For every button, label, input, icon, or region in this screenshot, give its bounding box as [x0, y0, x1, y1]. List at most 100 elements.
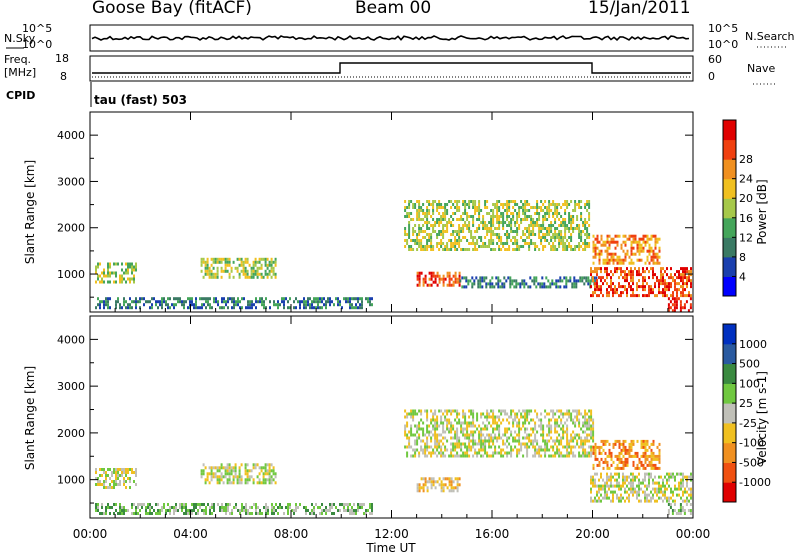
echo-cell [490, 236, 493, 239]
echo-cell [297, 300, 299, 304]
echo-cell [664, 490, 666, 494]
echo-cell [462, 427, 465, 431]
echo-cell [446, 248, 449, 251]
echo-cell [442, 224, 445, 227]
echo-cell [436, 436, 439, 440]
echo-cell [436, 221, 439, 224]
echo-cell [590, 424, 593, 428]
echo-cell [654, 294, 656, 298]
echo-cell [275, 303, 277, 307]
echo-cell [628, 237, 631, 241]
echo-cell [670, 282, 672, 286]
echo-cell [535, 285, 538, 289]
echo-cell [454, 239, 457, 242]
echo-cell [438, 445, 441, 449]
echo-cell [576, 415, 579, 419]
echo-cell [210, 478, 213, 482]
echo-cell [540, 427, 543, 431]
echo-cell [570, 439, 573, 443]
echo-cell [371, 509, 373, 512]
echo-cell [173, 303, 175, 307]
echo-cell [486, 415, 489, 419]
echo-cell [410, 212, 413, 215]
echo-cell [576, 227, 579, 230]
echo-cell [600, 457, 603, 461]
echo-cell [614, 472, 616, 476]
echo-cell [436, 439, 439, 443]
echo-cell [610, 270, 612, 274]
echo-cell [614, 270, 616, 274]
echo-cell [121, 512, 123, 515]
echo-cell [305, 506, 307, 509]
echo-cell [682, 267, 684, 271]
echo-cell [450, 233, 453, 236]
echo-cell [612, 445, 615, 449]
echo-cell [414, 439, 417, 443]
echo-cell [479, 282, 482, 286]
echo-cell [550, 445, 553, 449]
echo-cell [573, 279, 576, 283]
echo-cell [526, 433, 529, 437]
echo-cell [646, 439, 649, 443]
echo-cell [528, 242, 531, 245]
echo-cell [564, 242, 567, 245]
echo-cell [274, 257, 277, 261]
echo-cell [504, 242, 507, 245]
echo-cell [630, 270, 632, 274]
echo-cell [606, 475, 608, 479]
echo-cell [584, 454, 587, 458]
echo-cell [528, 209, 531, 212]
echo-cell [506, 427, 509, 431]
echo-cell [466, 203, 469, 206]
echo-cell [496, 233, 499, 236]
echo-cell [656, 499, 658, 503]
echo-cell [272, 266, 275, 270]
echo-cell [630, 246, 633, 250]
echo-cell [468, 230, 471, 233]
echo-cell [576, 218, 579, 221]
echo-cell [636, 249, 639, 253]
echo-cell [434, 221, 437, 224]
echo-cell [426, 448, 429, 452]
echo-cell [442, 277, 445, 281]
echo-cell [311, 306, 313, 310]
echo-cell [556, 409, 559, 413]
echo-cell [513, 285, 516, 289]
echo-cell [674, 273, 676, 277]
echo-cell [506, 218, 509, 221]
echo-cell [490, 233, 493, 236]
colorbar-tick-label: 24 [739, 173, 753, 186]
echo-cell [255, 300, 257, 304]
echo-cell [630, 439, 633, 443]
echo-cell [404, 233, 407, 236]
echo-cell [586, 221, 589, 224]
echo-cell [264, 263, 267, 267]
echo-cell [528, 436, 531, 440]
echo-cell [231, 509, 233, 512]
echo-cell [426, 218, 429, 221]
echo-cell [636, 273, 638, 277]
echo-cell [472, 433, 475, 437]
echo-cell [351, 512, 353, 515]
echo-cell [492, 421, 495, 425]
echo-cell [208, 269, 211, 273]
echo-cell [440, 439, 443, 443]
echo-cell [530, 215, 533, 218]
echo-cell [538, 218, 541, 221]
echo-cell [516, 415, 519, 419]
echo-cell [490, 445, 493, 449]
echo-cell [456, 218, 459, 221]
echo-cell [658, 451, 661, 455]
echo-cell [251, 303, 253, 307]
echo-cell [446, 424, 449, 428]
echo-cell [608, 487, 610, 491]
echo-cell [652, 466, 655, 470]
echo-cell [438, 230, 441, 233]
echo-cell [624, 285, 626, 289]
echo-cell [533, 279, 536, 283]
echo-cell [430, 283, 433, 287]
echo-cell [596, 246, 599, 250]
echo-cell [450, 412, 453, 416]
echo-cell [491, 276, 494, 280]
echo-cell [414, 224, 417, 227]
